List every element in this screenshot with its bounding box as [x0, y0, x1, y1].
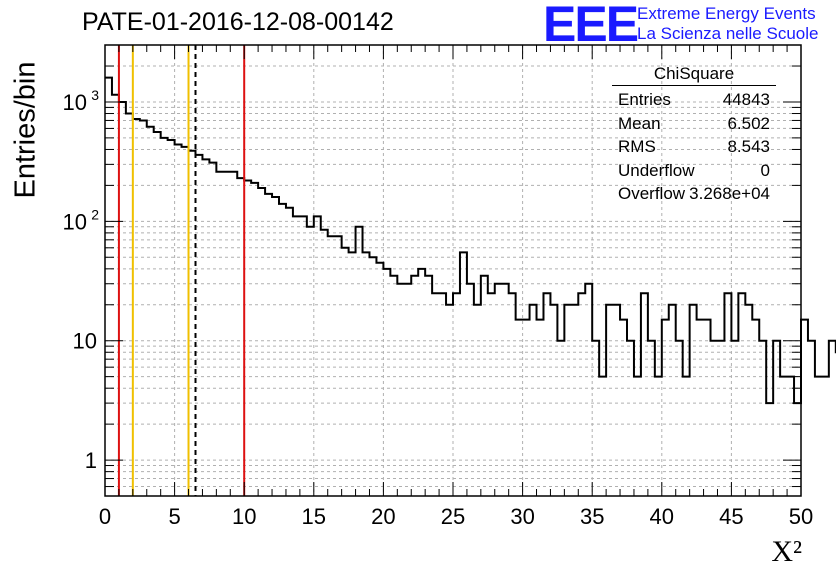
- y-tick-label-exponent: 3: [91, 87, 99, 103]
- y-tick-label: 10: [63, 90, 87, 115]
- histogram-series: [105, 76, 836, 405]
- stats-box: ChiSquare Entries 44843 Mean 6.502 RMS 8…: [612, 64, 776, 206]
- stats-row-overflow: Overflow 3.268e+04: [612, 182, 776, 206]
- x-tick-label: 50: [789, 504, 813, 529]
- stats-key: RMS: [618, 137, 656, 156]
- stats-row-rms: RMS 8.543: [612, 135, 776, 159]
- x-tick-label: 35: [580, 504, 604, 529]
- stats-key: Entries: [618, 90, 671, 109]
- stats-value: 6.502: [727, 113, 770, 133]
- x-tick-label: 0: [99, 504, 111, 529]
- stats-key: Underflow: [618, 160, 695, 180]
- stats-value: 44843: [722, 90, 770, 109]
- stats-key: Overflow: [618, 184, 686, 203]
- stats-key: Mean: [618, 113, 661, 133]
- y-tick-label-exponent: 2: [91, 206, 99, 222]
- x-tick-label: 25: [441, 504, 465, 529]
- stats-row-mean: Mean 6.502: [612, 112, 776, 136]
- x-tick-label: 40: [650, 504, 674, 529]
- stats-value: 3.268e+04: [689, 184, 770, 203]
- eee-logo: EEE: [543, 0, 639, 52]
- x-tick-label: 5: [168, 504, 180, 529]
- stats-value: 8.543: [727, 137, 770, 156]
- x-tick-label: 45: [719, 504, 743, 529]
- x-axis-label: X²: [771, 535, 802, 568]
- y-axis-label-container: Entries/bin: [6, 50, 46, 210]
- stats-row-entries: Entries 44843: [612, 88, 776, 112]
- logo-line-2: La Scienza nelle Scuole: [637, 24, 819, 43]
- y-tick-label: 1: [85, 448, 97, 473]
- x-tick-label: 30: [510, 504, 534, 529]
- page-title: PATE-01-2016-12-08-00142: [82, 8, 394, 36]
- stats-title: ChiSquare: [612, 64, 776, 86]
- stats-value: 0: [760, 160, 770, 180]
- x-tick-label: 20: [371, 504, 395, 529]
- stats-row-underflow: Underflow 0: [612, 159, 776, 183]
- y-tick-label: 10: [73, 329, 97, 354]
- y-tick-label: 10: [63, 209, 87, 234]
- x-tick-label: 10: [232, 504, 256, 529]
- x-tick-label: 15: [302, 504, 326, 529]
- y-axis-label: Entries/bin: [9, 61, 42, 199]
- logo-line-1: Extreme Energy Events: [637, 4, 816, 23]
